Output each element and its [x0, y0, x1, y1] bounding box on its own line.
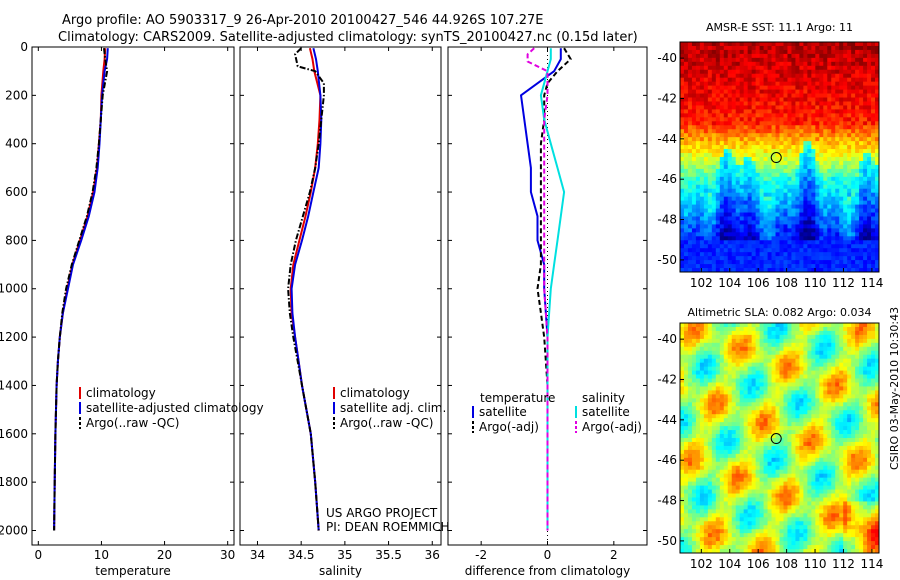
x-tick-label: 110	[804, 276, 827, 290]
y-tick-label: 400	[5, 137, 28, 151]
map-frame	[679, 322, 880, 554]
y-tick-label: -40	[657, 332, 677, 346]
x-tick-label: 36	[425, 548, 440, 562]
x-tick-label: 108	[775, 276, 798, 290]
profile-location-marker	[770, 152, 782, 164]
y-tick-label: -50	[657, 253, 677, 267]
x-tick-label: 10	[94, 548, 109, 562]
y-tick-label: 1200	[0, 330, 28, 344]
series-line-1	[289, 47, 322, 531]
x-tick-label: 106	[747, 276, 770, 290]
legend-label: satellite-adjusted climatology	[86, 401, 264, 415]
y-tick-label: 2000	[0, 523, 28, 537]
legend-label: satellite	[479, 405, 527, 419]
y-tick-label: 1600	[0, 427, 28, 441]
profile-panel-1	[31, 46, 235, 546]
y-tick-label: 600	[5, 185, 28, 199]
x-tick-label: 104	[718, 276, 741, 290]
legend-label: Argo(..raw -QC)	[86, 416, 179, 430]
legend-label: Argo(-adj)	[582, 420, 642, 434]
series-line-3	[287, 47, 325, 531]
x-tick-label: 30	[220, 548, 235, 562]
y-tick-label: 1800	[0, 475, 28, 489]
x-tick-label: 102	[690, 557, 713, 571]
x-tick-label: 114	[860, 276, 883, 290]
legend-label: Argo(..raw -QC)	[340, 416, 433, 430]
series-line-2	[290, 47, 323, 531]
x-tick-label: 114	[860, 557, 883, 571]
x-tick-label: 112	[832, 276, 855, 290]
y-tick-label: -46	[657, 453, 677, 467]
y-tick-label: 1000	[0, 282, 28, 296]
map-title: Altimetric SLA: 0.082 Argo: 0.034	[687, 306, 871, 319]
profile-panel-2	[239, 46, 442, 546]
y-tick-label: -42	[657, 91, 677, 105]
series-line-3	[53, 48, 109, 531]
plot-frame	[31, 46, 235, 546]
x-axis-label: difference from climatology	[465, 564, 631, 578]
x-tick-label: 2	[610, 548, 618, 562]
x-axis-label: salinity	[319, 564, 362, 578]
x-tick-label: -2	[475, 548, 487, 562]
series-line-4	[526, 47, 549, 531]
profile-location-marker	[770, 433, 782, 445]
map-raster	[680, 42, 880, 273]
y-tick-label: -42	[657, 372, 677, 386]
figure-title-line1: Argo profile: AO 5903317_9 26-Apr-2010 2…	[62, 13, 544, 28]
legend-label: satellite adj. clim.	[340, 401, 446, 415]
map-raster	[680, 323, 880, 554]
y-tick-label: -40	[657, 51, 677, 65]
x-tick-label: 110	[804, 557, 827, 571]
x-tick-label: 35.5	[375, 548, 402, 562]
x-tick-label: 108	[775, 557, 798, 571]
y-tick-label: -48	[657, 213, 677, 227]
map-panel-1	[679, 41, 880, 273]
legend-label: climatology	[340, 386, 410, 400]
x-tick-label: 34.5	[288, 548, 315, 562]
legend-header-salinity: salinity	[582, 391, 625, 405]
x-tick-label: 106	[747, 557, 770, 571]
x-tick-label: 35	[337, 548, 352, 562]
profile-panel-3	[447, 46, 648, 546]
map-panel-2	[679, 322, 880, 554]
x-tick-label: 102	[690, 276, 713, 290]
figure-title-line2: Climatology: CARS2009. Satellite-adjuste…	[58, 30, 638, 45]
y-tick-label: -44	[657, 132, 677, 146]
annotation-line1: US ARGO PROJECT	[326, 506, 438, 520]
legend-label: satellite	[582, 405, 630, 419]
y-tick-label: -50	[657, 534, 677, 548]
y-tick-label: -46	[657, 172, 677, 186]
y-tick-label: -44	[657, 413, 677, 427]
series-line-1	[53, 48, 107, 531]
x-tick-label: 34	[250, 548, 265, 562]
legend-header-temperature: temperature	[480, 391, 555, 405]
map-frame	[679, 41, 880, 273]
legend-label: climatology	[86, 386, 156, 400]
y-tick-label: -48	[657, 494, 677, 508]
series-line-2	[536, 47, 572, 531]
y-tick-label: 0	[20, 40, 28, 54]
x-tick-label: 104	[718, 557, 741, 571]
x-axis-label: temperature	[95, 564, 170, 578]
series-line-1	[520, 48, 562, 531]
legend-label: Argo(-adj)	[479, 420, 539, 434]
y-tick-label: 1400	[0, 378, 28, 392]
annotation-line2: PI: DEAN ROEMMICH	[326, 520, 449, 534]
y-tick-label: 200	[5, 88, 28, 102]
x-tick-label: 0	[544, 548, 552, 562]
x-tick-label: 20	[157, 548, 172, 562]
y-tick-label: 800	[5, 233, 28, 247]
plot-frame	[239, 46, 442, 546]
x-tick-label: 0	[34, 548, 42, 562]
map-title: AMSR-E SST: 11.1 Argo: 11	[706, 21, 853, 34]
x-tick-label: 112	[832, 557, 855, 571]
